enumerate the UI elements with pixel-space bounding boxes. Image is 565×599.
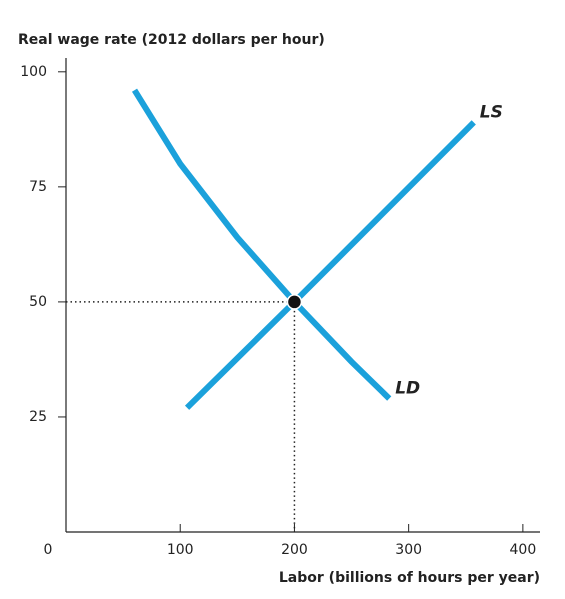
- x-tick-label: 100: [167, 542, 194, 558]
- y-tick-label: 50: [29, 294, 47, 310]
- series-label: LS: [480, 102, 503, 122]
- series-line: [131, 88, 392, 401]
- x-tick-label: 0: [44, 542, 53, 558]
- series-line: [184, 120, 476, 410]
- series-label: LD: [395, 379, 420, 399]
- equilibrium-point: [286, 294, 303, 310]
- y-tick-label: 25: [29, 409, 47, 425]
- y-tick-label: 75: [29, 179, 47, 195]
- x-axis-title: Labor (billions of hours per year): [279, 570, 540, 586]
- x-tick-label: 200: [281, 542, 308, 558]
- y-axis-title: Real wage rate (2012 dollars per hour): [18, 32, 325, 48]
- x-tick-label: 400: [510, 542, 537, 558]
- y-tick-label: 100: [20, 64, 47, 80]
- x-tick-label: 300: [395, 542, 422, 558]
